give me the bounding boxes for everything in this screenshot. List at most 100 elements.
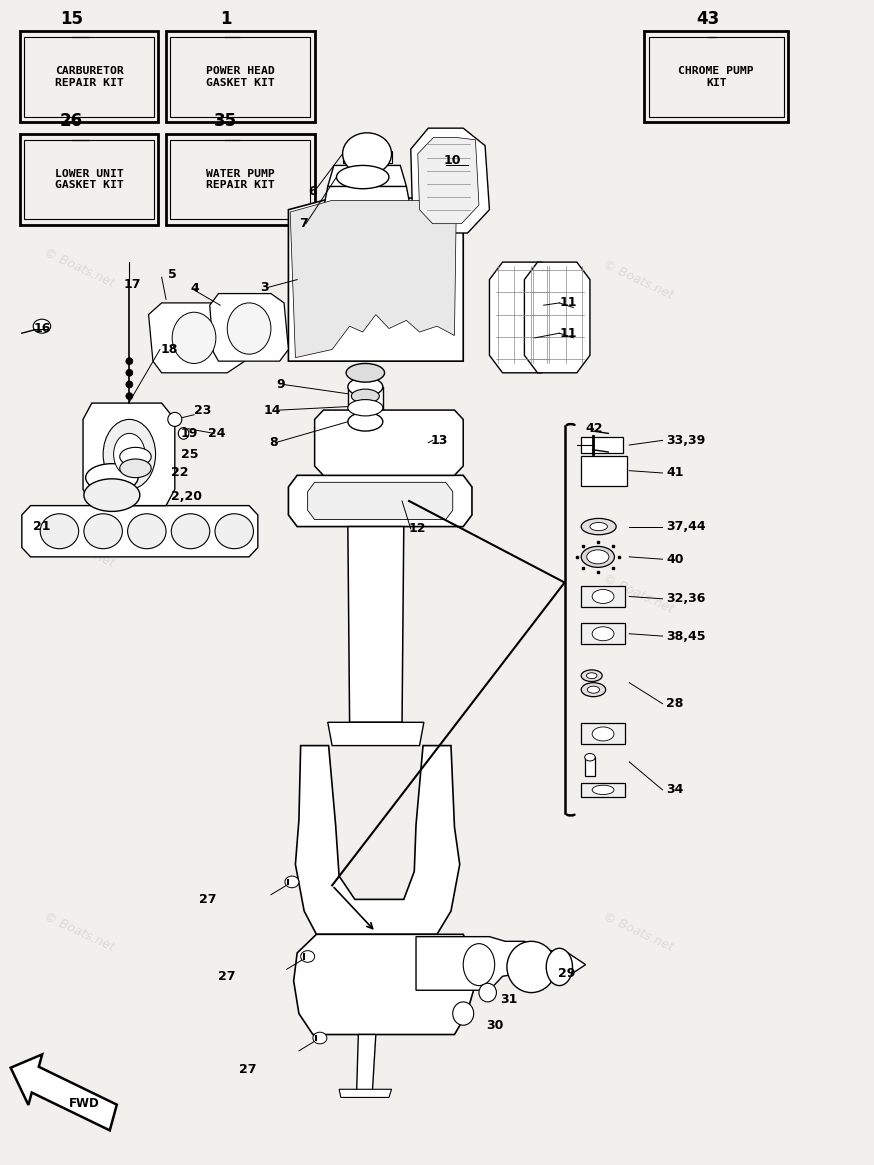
Text: FWD: FWD	[69, 1097, 100, 1110]
Text: 11: 11	[559, 326, 577, 340]
Ellipse shape	[479, 983, 496, 1002]
FancyBboxPatch shape	[649, 37, 784, 116]
Ellipse shape	[581, 683, 606, 697]
Polygon shape	[288, 198, 463, 361]
Ellipse shape	[313, 1032, 327, 1044]
Ellipse shape	[348, 412, 383, 431]
Ellipse shape	[172, 312, 216, 363]
Text: 29: 29	[558, 967, 575, 981]
Polygon shape	[328, 165, 406, 186]
Text: 30: 30	[486, 1018, 503, 1032]
Polygon shape	[315, 410, 463, 475]
Ellipse shape	[215, 514, 253, 549]
Text: 33,39: 33,39	[666, 433, 705, 447]
Text: 7: 7	[299, 217, 308, 231]
Text: CHROME PUMP
KIT: CHROME PUMP KIT	[678, 66, 754, 87]
Text: CARBURETOR
REPAIR KIT: CARBURETOR REPAIR KIT	[55, 66, 123, 87]
Text: 23: 23	[194, 403, 212, 417]
Polygon shape	[295, 746, 460, 934]
Text: 27: 27	[218, 969, 236, 983]
Ellipse shape	[301, 951, 315, 962]
Polygon shape	[149, 303, 245, 373]
Text: © Boats.net: © Boats.net	[600, 572, 676, 616]
FancyBboxPatch shape	[581, 456, 627, 486]
Ellipse shape	[581, 670, 602, 682]
Text: 16: 16	[33, 322, 51, 336]
Polygon shape	[343, 151, 392, 163]
Text: 42: 42	[586, 422, 603, 436]
Ellipse shape	[168, 412, 182, 426]
Ellipse shape	[343, 133, 392, 175]
Ellipse shape	[590, 522, 607, 530]
Polygon shape	[294, 934, 476, 1035]
Text: 3: 3	[260, 281, 268, 295]
Ellipse shape	[593, 627, 614, 641]
FancyBboxPatch shape	[170, 140, 310, 219]
FancyBboxPatch shape	[581, 723, 625, 744]
FancyBboxPatch shape	[20, 31, 158, 122]
Polygon shape	[489, 262, 555, 373]
Text: © Boats.net: © Boats.net	[41, 910, 116, 954]
FancyBboxPatch shape	[644, 31, 788, 122]
FancyBboxPatch shape	[581, 783, 625, 797]
Ellipse shape	[84, 479, 140, 511]
FancyBboxPatch shape	[581, 586, 625, 607]
Ellipse shape	[126, 393, 133, 400]
Text: 27: 27	[199, 892, 217, 906]
Text: 24: 24	[208, 426, 225, 440]
Text: 31: 31	[500, 993, 517, 1007]
Text: 4: 4	[191, 282, 199, 296]
Polygon shape	[288, 475, 472, 527]
Ellipse shape	[84, 514, 122, 549]
FancyBboxPatch shape	[585, 757, 595, 776]
Ellipse shape	[593, 727, 614, 741]
Text: 40: 40	[666, 552, 683, 566]
Text: 10: 10	[444, 154, 461, 168]
Ellipse shape	[120, 447, 151, 466]
Text: 11: 11	[559, 296, 577, 310]
Text: 19: 19	[181, 426, 198, 440]
Polygon shape	[308, 482, 453, 520]
Text: 34: 34	[666, 783, 683, 797]
Text: 15: 15	[60, 10, 83, 28]
Ellipse shape	[585, 754, 595, 761]
Ellipse shape	[581, 546, 614, 567]
Text: 13: 13	[431, 433, 448, 447]
Polygon shape	[348, 527, 404, 722]
FancyBboxPatch shape	[24, 37, 154, 116]
Text: 22: 22	[171, 466, 189, 480]
Polygon shape	[328, 722, 424, 746]
Text: 28: 28	[666, 697, 683, 711]
Ellipse shape	[348, 400, 383, 416]
Ellipse shape	[227, 303, 271, 354]
Ellipse shape	[126, 381, 133, 388]
Ellipse shape	[546, 948, 572, 986]
Text: LOWER UNIT
GASKET KIT: LOWER UNIT GASKET KIT	[55, 169, 123, 190]
Polygon shape	[83, 403, 175, 506]
Polygon shape	[348, 387, 383, 422]
Text: 18: 18	[161, 343, 178, 356]
Text: 17: 17	[123, 277, 141, 291]
Text: 21: 21	[33, 520, 51, 534]
Polygon shape	[533, 948, 586, 981]
Ellipse shape	[114, 433, 145, 475]
Polygon shape	[290, 200, 456, 358]
Polygon shape	[524, 262, 590, 373]
Text: 35: 35	[214, 113, 237, 130]
Ellipse shape	[86, 464, 138, 492]
Ellipse shape	[126, 369, 133, 376]
FancyBboxPatch shape	[166, 31, 315, 122]
Text: © Boats.net: © Boats.net	[41, 525, 116, 570]
Polygon shape	[416, 937, 540, 990]
Ellipse shape	[351, 389, 379, 403]
Polygon shape	[210, 294, 288, 361]
Ellipse shape	[581, 518, 616, 535]
Ellipse shape	[128, 514, 166, 549]
FancyBboxPatch shape	[20, 134, 158, 225]
Text: 25: 25	[181, 447, 198, 461]
Text: 38,45: 38,45	[666, 629, 705, 643]
Text: 43: 43	[697, 10, 719, 28]
Text: 1: 1	[219, 10, 232, 28]
Ellipse shape	[126, 358, 133, 365]
Ellipse shape	[346, 363, 385, 382]
